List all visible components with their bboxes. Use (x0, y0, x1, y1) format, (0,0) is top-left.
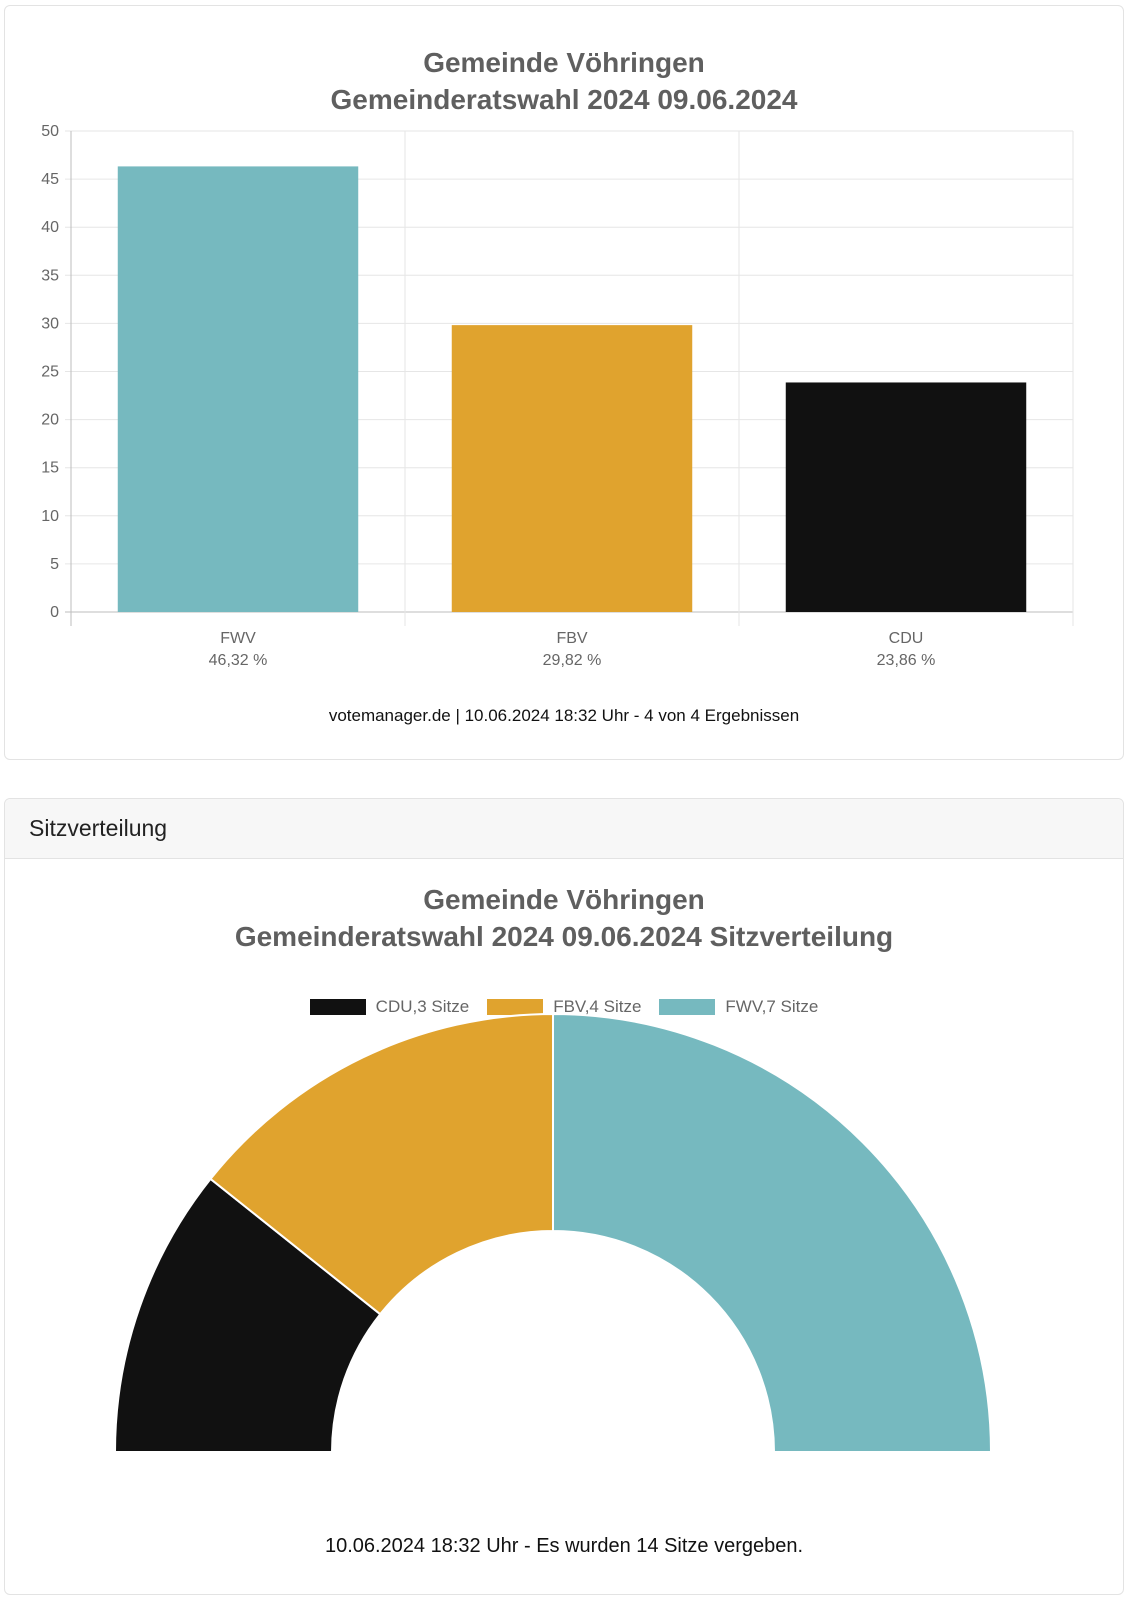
seat-chart-title: Gemeinde Vöhringen Gemeinderatswahl 2024… (5, 881, 1123, 955)
seat-legend: CDU,3 Sitze FBV,4 Sitze FWV,7 Sitze (5, 997, 1123, 1017)
seat-chart-title-line1: Gemeinde Vöhringen (423, 884, 705, 915)
legend-label: CDU,3 Sitze (375, 997, 470, 1016)
y-tick-label: 45 (41, 171, 59, 188)
seat-chart (113, 1012, 993, 1453)
x-tick-label: FBV (556, 630, 587, 647)
legend-item-fbv[interactable]: FBV,4 Sitze (487, 997, 641, 1017)
bar-cdu[interactable] (785, 382, 1027, 612)
x-tick-label: FWV (220, 630, 256, 647)
y-tick-label: 5 (50, 556, 59, 573)
legend-label: FBV,4 Sitze (553, 997, 642, 1016)
y-tick-label: 50 (41, 123, 59, 140)
seat-slice-fbv[interactable] (209, 1012, 554, 1316)
x-tick-value-label: 23,86 % (877, 652, 936, 669)
y-tick-label: 20 (41, 412, 59, 429)
y-tick-label: 25 (41, 364, 59, 381)
y-tick-label: 10 (41, 508, 59, 525)
bar-chart-footer: votemanager.de | 10.06.2024 18:32 Uhr - … (328, 706, 800, 725)
results-card: Gemeinde Vöhringen Gemeinderatswahl 2024… (4, 5, 1124, 760)
y-tick-label: 30 (41, 315, 59, 332)
x-tick-label: CDU (889, 630, 924, 647)
bar-fwv[interactable] (117, 166, 359, 612)
bar-chart: 0 5 10 15 20 25 30 35 40 45 50 FWV 46,32 % FBV 29,82 %… (41, 123, 1074, 669)
x-tick-value-label: 46,32 % (209, 652, 268, 669)
seat-slice-fwv[interactable] (552, 1012, 993, 1453)
seat-card: Sitzverteilung Gemeinde Vöhringen Gemein… (4, 798, 1124, 1595)
legend-item-fwv[interactable]: FWV,7 Sitze (659, 997, 818, 1017)
seat-chart-footer: 10.06.2024 18:32 Uhr - Es wurden 14 Sitz… (324, 1535, 804, 1557)
bar-fbv[interactable] (451, 325, 693, 612)
x-tick-value-label: 29,82 % (543, 652, 602, 669)
y-tick-label: 35 (41, 267, 59, 284)
legend-item-cdu[interactable]: CDU,3 Sitze (309, 997, 470, 1017)
bar-chart-title-line2: Gemeinderatswahl 2024 09.06.2024 (330, 84, 798, 115)
y-tick-label: 0 (50, 604, 59, 621)
legend-swatch (487, 999, 544, 1015)
bar-chart-title-line1: Gemeinde Vöhringen (423, 47, 705, 78)
bar-chart-title: Gemeinde Vöhringen Gemeinderatswahl 2024… (5, 44, 1123, 118)
seat-card-header: Sitzverteilung (5, 799, 1123, 859)
y-tick-label: 40 (41, 219, 59, 236)
y-tick-label: 15 (41, 460, 59, 477)
legend-swatch (659, 999, 716, 1015)
seat-chart-title-line2: Gemeinderatswahl 2024 09.06.2024 Sitzver… (234, 921, 894, 952)
legend-label: FWV,7 Sitze (725, 997, 819, 1016)
legend-swatch (309, 999, 366, 1015)
